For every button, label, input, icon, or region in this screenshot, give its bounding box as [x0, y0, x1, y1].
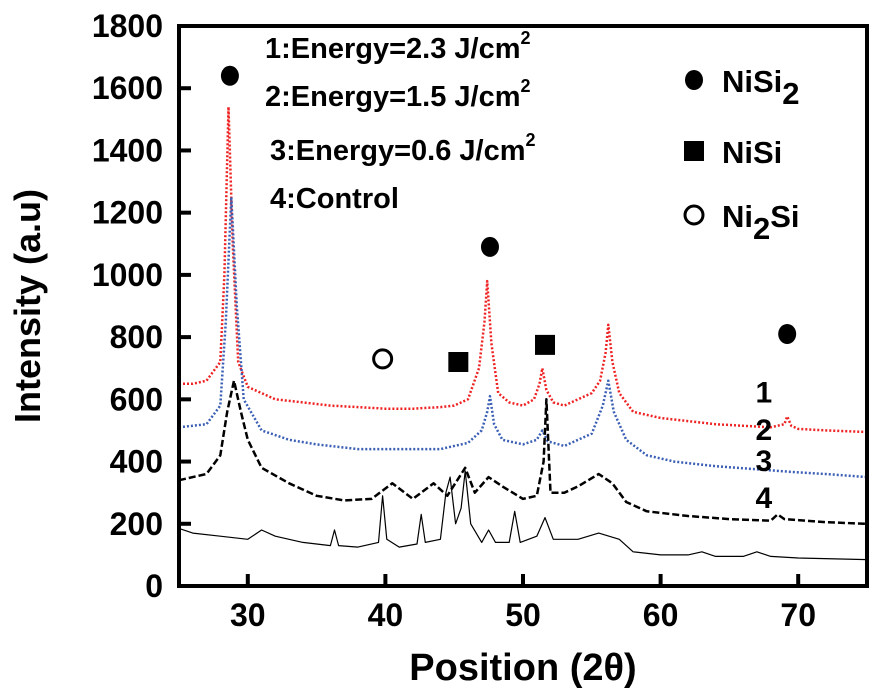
curve-label-1: 1 — [755, 376, 772, 409]
x-tick-label: 40 — [368, 597, 404, 633]
phase-legend-label: NiSi — [722, 135, 782, 170]
filled-square-marker — [535, 334, 556, 355]
filled-circle-marker — [480, 236, 499, 257]
legend-entry-2: 2:Energy=1.5 J/cm2 — [265, 76, 531, 113]
legend-entry-3: 3:Energy=0.6 J/cm2 — [270, 130, 536, 167]
x-tick-label: 50 — [505, 597, 541, 633]
y-tick-label: 800 — [110, 319, 163, 355]
filled-circle-marker — [220, 65, 239, 86]
legend: 1:Energy=2.3 J/cm2 2:Energy=1.5 J/cm2 3:En… — [265, 28, 536, 215]
x-tick-label: 70 — [780, 597, 816, 633]
peak-marker-layer — [220, 65, 797, 372]
x-axis-label: Position (2θ) — [409, 647, 636, 689]
phase-tail: Si — [770, 199, 799, 234]
curve-label-3: 3 — [755, 445, 772, 478]
series-line-1 — [179, 105, 868, 434]
y-axis-label: Intensity (a.u) — [7, 189, 48, 423]
y-tick-label: 1800 — [92, 8, 163, 44]
filled-circle-legend-symbol — [685, 70, 703, 90]
open-circle-marker — [372, 348, 394, 370]
phase-legend-label: Ni2Si — [722, 199, 800, 246]
series-layer — [178, 105, 868, 561]
phase-subscript: 2 — [782, 76, 799, 111]
tick-layer: 30 40 50 60 70 0 200 400 600 800 1000 1200 1400 1600 1… — [92, 8, 816, 633]
x-tick-label: 60 — [643, 597, 679, 633]
phase-legend-label: NiSi2 — [722, 64, 800, 111]
y-tick-label: 1000 — [92, 257, 163, 293]
filled-circle-marker — [778, 324, 797, 344]
y-tick-label: 1200 — [92, 195, 163, 231]
phase-subscript: 2 — [753, 211, 770, 246]
x-tick-label: 30 — [230, 597, 266, 633]
phase-legend: NiSi2 NiSi Ni2Si — [683, 64, 800, 246]
y-tick-label: 600 — [110, 381, 163, 417]
open-circle-legend-symbol — [683, 204, 705, 226]
y-tick-label: 1600 — [92, 70, 163, 106]
curve-label-2: 2 — [755, 414, 772, 447]
curve-label-4: 4 — [755, 482, 772, 515]
legend-entry-1: 1:Energy=2.3 J/cm2 — [265, 28, 531, 65]
curve-labels: 1 23 4 — [755, 376, 772, 515]
series-line-4 — [178, 470, 868, 561]
legend-entry-4: 4:Control — [270, 183, 399, 215]
series-line-3 — [178, 379, 868, 526]
filled-square-legend-symbol — [684, 141, 704, 161]
filled-square-marker — [448, 352, 469, 372]
legend-superscript: 2 — [521, 76, 531, 96]
y-tick-label: 200 — [110, 506, 163, 542]
legend-superscript: 2 — [521, 28, 531, 48]
y-tick-label: 400 — [110, 444, 163, 480]
series-line-2 — [178, 195, 868, 479]
legend-superscript: 2 — [526, 130, 536, 150]
y-tick-label: 0 — [145, 568, 163, 604]
y-tick-label: 1400 — [92, 132, 163, 168]
